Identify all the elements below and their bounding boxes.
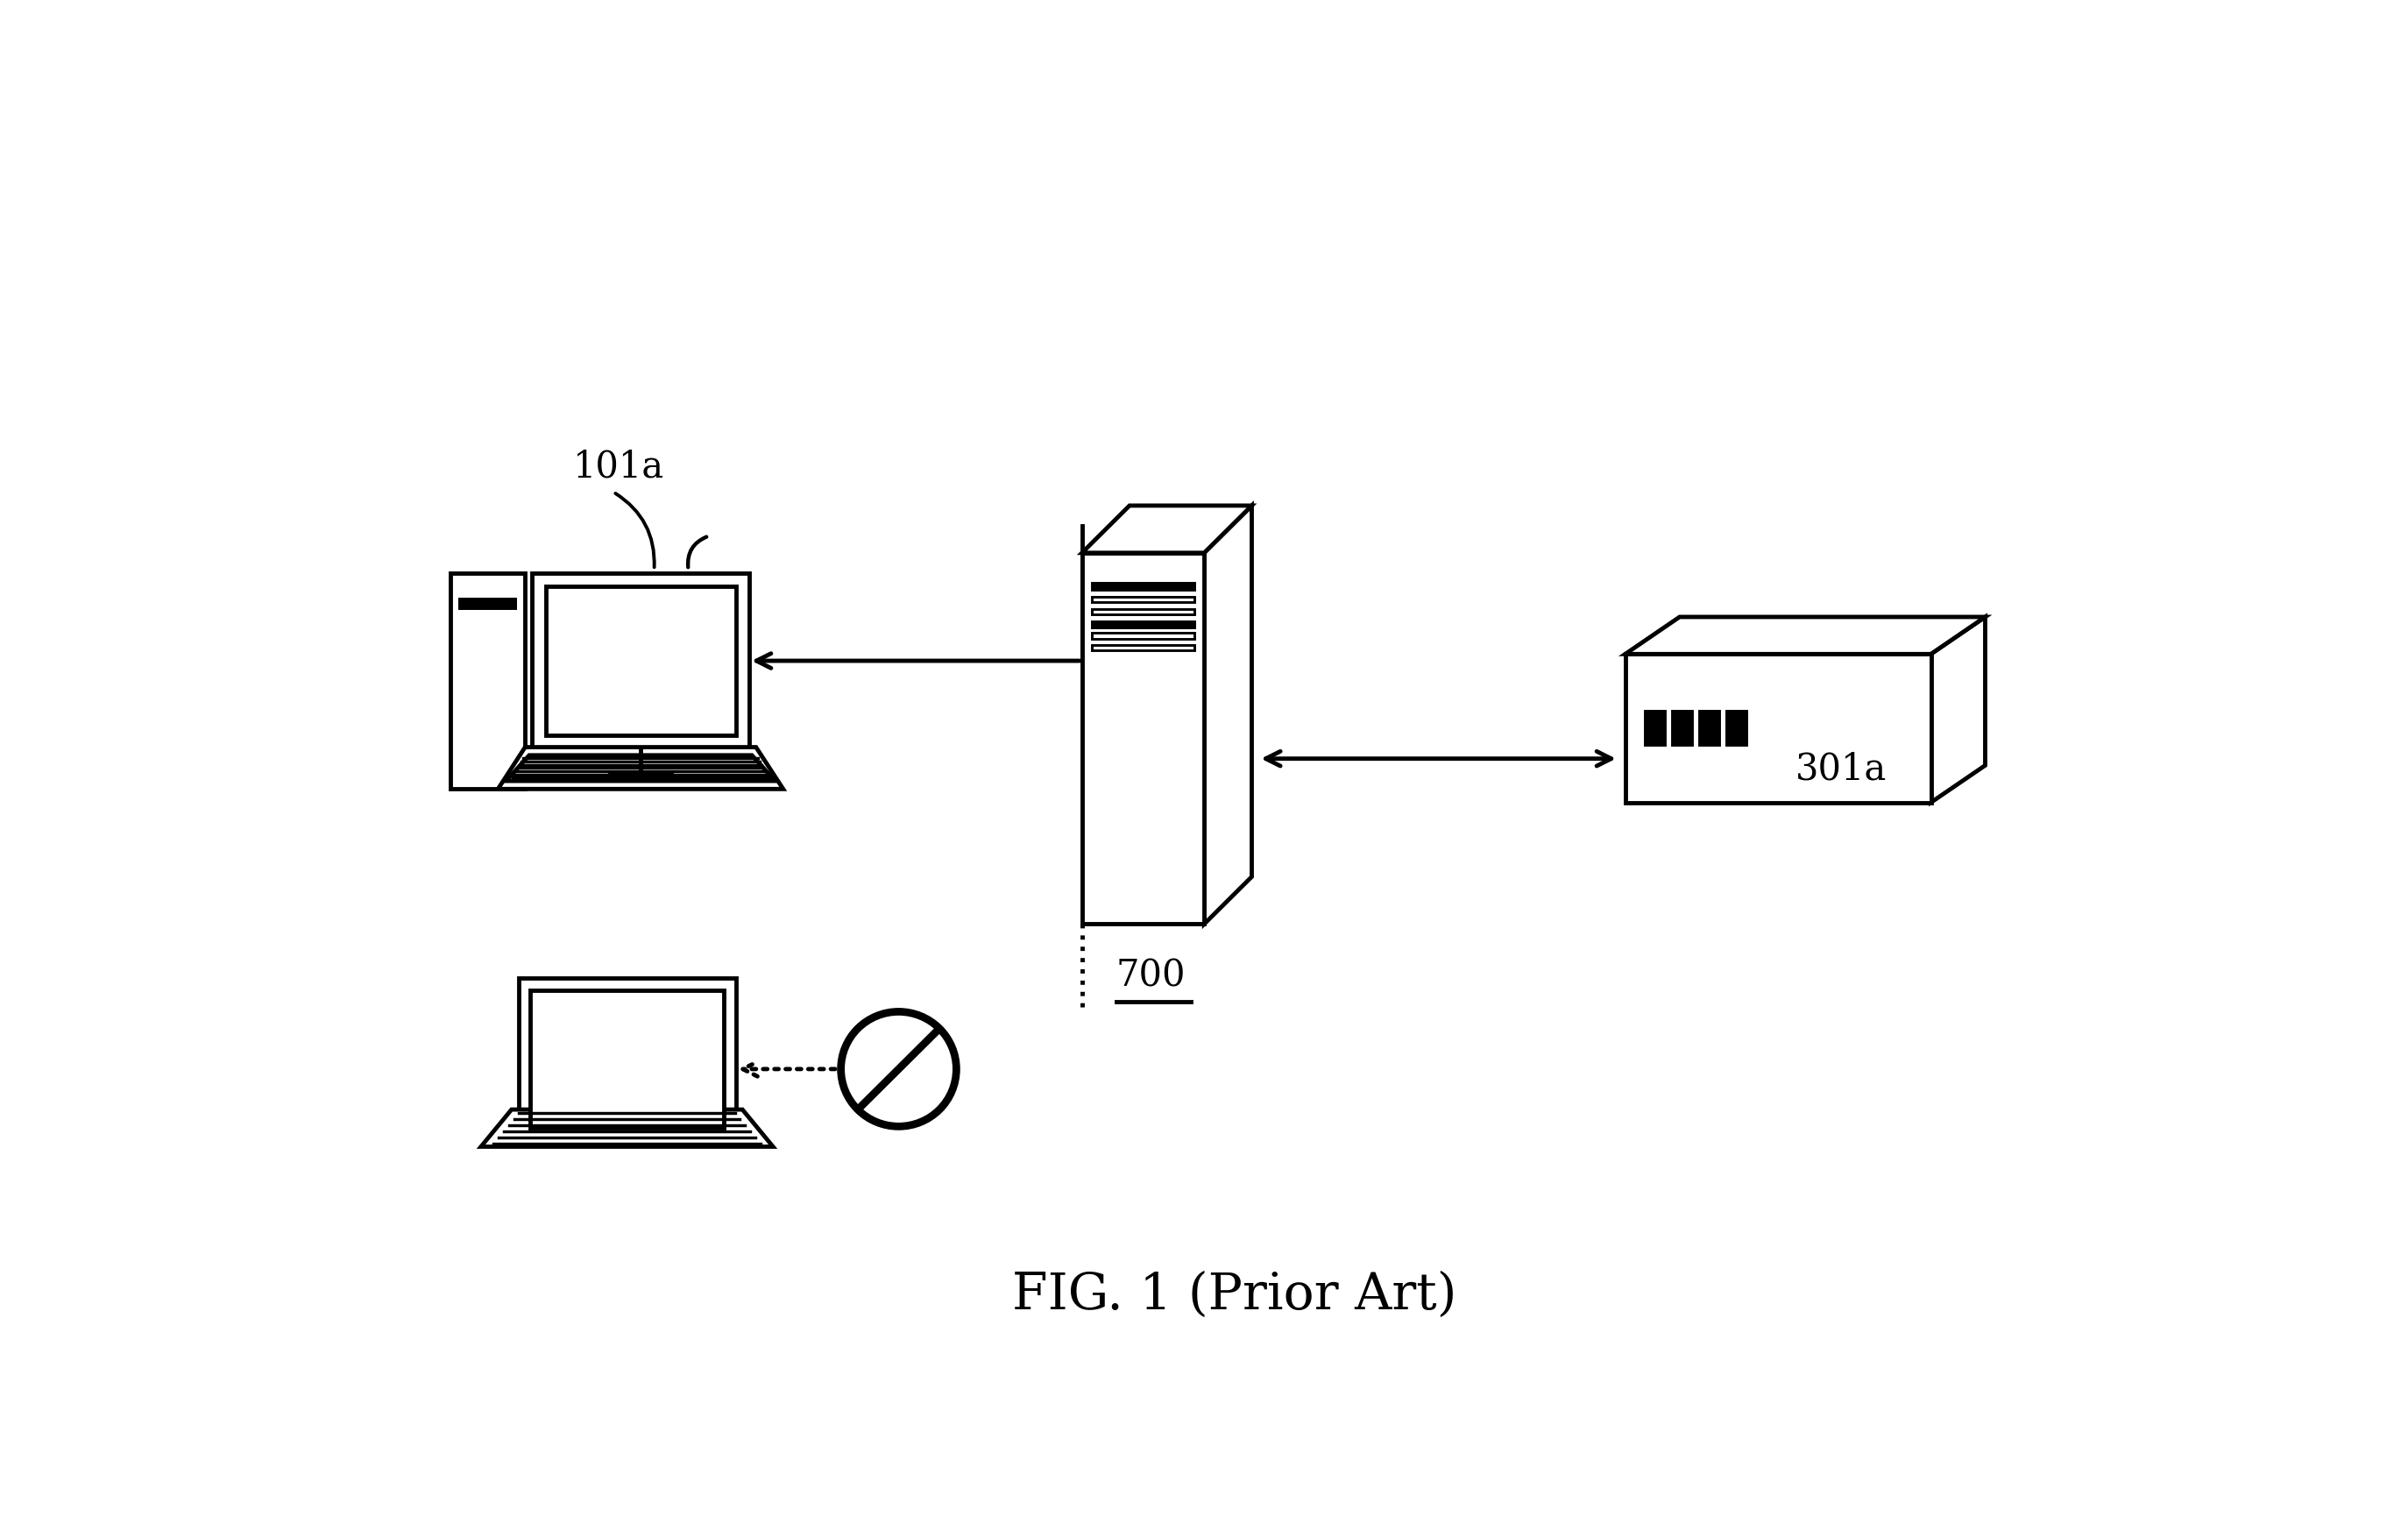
Bar	[532, 573, 749, 749]
Circle shape	[840, 1012, 956, 1127]
Polygon shape	[1081, 505, 1252, 553]
Text: 301a: 301a	[1794, 750, 1885, 787]
Bar	[1645, 712, 1664, 746]
Bar	[450, 573, 525, 788]
Bar	[547, 586, 734, 735]
Text: FIG. 1 (Prior Art): FIG. 1 (Prior Art)	[1011, 1271, 1457, 1320]
Bar	[1093, 634, 1194, 638]
Polygon shape	[498, 747, 783, 788]
Text: 101a: 101a	[573, 449, 665, 485]
Polygon shape	[482, 1110, 773, 1147]
Bar	[458, 599, 518, 611]
Bar	[1727, 712, 1746, 746]
Bar	[1625, 654, 1931, 802]
Polygon shape	[1204, 505, 1252, 925]
Bar	[518, 978, 734, 1141]
Bar	[1093, 622, 1194, 628]
Polygon shape	[1931, 617, 1984, 802]
Bar	[1093, 609, 1194, 614]
Bar	[1093, 597, 1194, 602]
Bar	[1093, 645, 1194, 651]
Polygon shape	[1625, 617, 1984, 654]
Bar	[1674, 712, 1693, 746]
Bar	[530, 991, 722, 1128]
Bar	[1093, 583, 1194, 589]
Bar	[1081, 553, 1204, 925]
Polygon shape	[506, 755, 775, 781]
Bar	[1700, 712, 1719, 746]
Text: 700: 700	[1115, 958, 1185, 995]
